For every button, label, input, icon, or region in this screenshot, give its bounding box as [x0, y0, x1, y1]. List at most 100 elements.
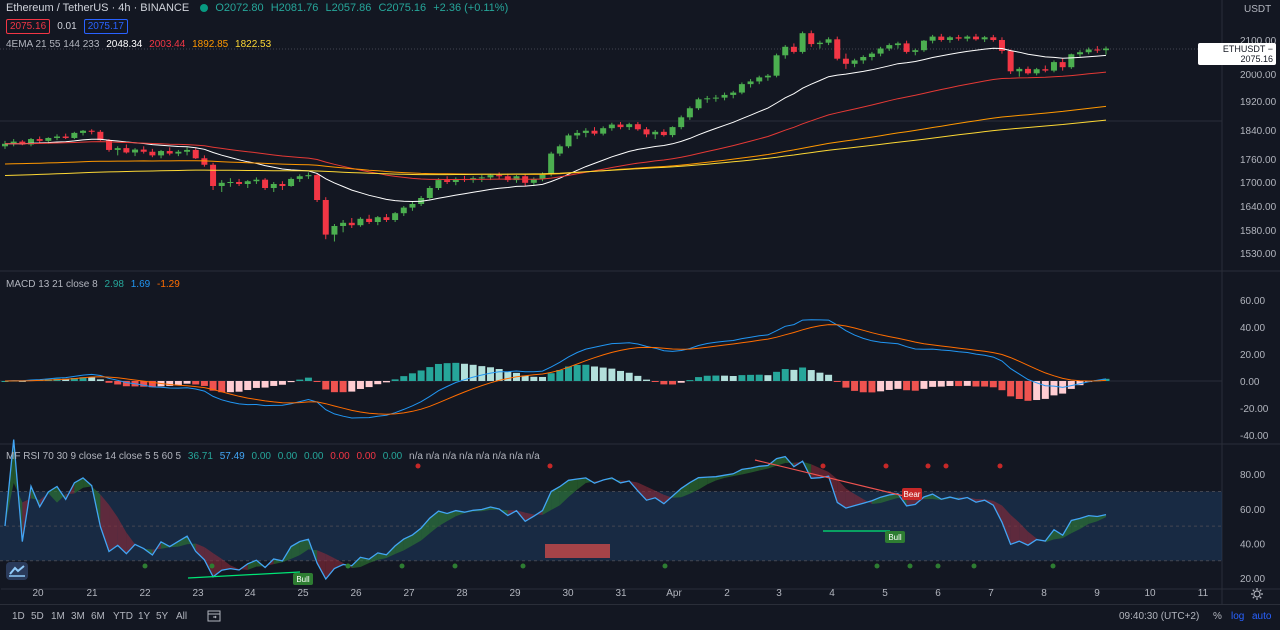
rsi-cloud — [126, 532, 136, 554]
macd-histogram-bar — [62, 378, 70, 381]
price-tick-label: 2100.00 — [1240, 36, 1277, 47]
candle-body — [582, 130, 589, 133]
rsi-cloud — [1010, 514, 1020, 545]
symbol-legend[interactable]: Ethereum / TetherUS · 4h · BINANCE O2072… — [6, 2, 512, 14]
candle-body — [54, 136, 61, 138]
rsi-cloud — [845, 488, 855, 509]
auto-toggle[interactable]: auto — [1252, 611, 1272, 622]
goto-date-icon[interactable] — [207, 610, 221, 625]
price-tick-label: 1920.00 — [1240, 97, 1277, 108]
candle-body — [990, 37, 997, 40]
range-ytd-button[interactable]: YTD — [113, 611, 133, 622]
macd-histogram-bar — [478, 366, 486, 381]
bid-price[interactable]: 2075.16 — [6, 19, 51, 34]
macd-histogram-bar — [1067, 381, 1075, 389]
price-tick-label: 2000.00 — [1240, 70, 1277, 81]
currency-label[interactable]: USDT — [1244, 4, 1275, 15]
time-tick-label: 3 — [776, 588, 782, 599]
range-5y-button[interactable]: 5Y — [156, 611, 169, 622]
rsi-cloud — [854, 493, 864, 506]
range-all-button[interactable]: All — [176, 611, 188, 622]
candle-body — [530, 178, 537, 183]
oversold-dot — [345, 563, 351, 569]
candle-body — [877, 48, 884, 54]
macd-histogram-bar — [140, 381, 148, 387]
macd-histogram-bar — [469, 364, 477, 381]
macd-histogram-bar — [729, 375, 737, 381]
candle-body — [539, 174, 546, 179]
range-3m-button[interactable]: 3M — [71, 611, 85, 622]
candle-body — [45, 137, 52, 141]
macd-signal-line — [4, 324, 1107, 415]
mf-rsi-pane[interactable]: Bull Bull Bear — [0, 439, 1222, 585]
time-tick-label: 30 — [562, 588, 574, 599]
candle-body — [886, 45, 893, 49]
range-1y-button[interactable]: 1Y — [138, 611, 151, 622]
macd-histogram-bar — [200, 381, 208, 386]
mfrsi-legend[interactable]: MF RSI 70 30 9 close 14 close 5 5 60 5 3… — [6, 451, 544, 462]
ask-price[interactable]: 2075.17 — [83, 19, 128, 34]
macd-histogram-bar — [582, 364, 590, 381]
ema-legend[interactable]: 4EMA 21 55 144 233 2048.34 2003.44 1892.… — [6, 39, 275, 50]
clock-timezone[interactable]: 09:40:30 (UTC+2) — [1119, 611, 1200, 622]
macd-histogram-bar — [842, 381, 850, 388]
candle-body — [738, 84, 745, 93]
candle-body — [556, 146, 563, 154]
bull-signal-label-text: Bull — [888, 533, 902, 542]
rsi-cloud — [1071, 518, 1080, 534]
candle-body — [799, 33, 806, 52]
ema-21-line — [4, 47, 1107, 203]
time-tick-label: 26 — [350, 588, 362, 599]
time-tick-label: 5 — [882, 588, 888, 599]
range-1d-button[interactable]: 1D — [12, 611, 25, 622]
macd-histogram-bar — [825, 374, 833, 381]
time-tick-label: 6 — [935, 588, 941, 599]
macd-histogram-bar — [261, 381, 269, 388]
candle-body — [383, 217, 390, 220]
ema-value-2: 2003.44 — [149, 39, 186, 50]
time-tick-label: 24 — [244, 588, 256, 599]
range-5d-button[interactable]: 5D — [31, 611, 44, 622]
range-1m-button[interactable]: 1M — [51, 611, 65, 622]
macd-histogram-bar — [452, 362, 460, 381]
rsi-cloud — [438, 511, 448, 527]
macd-histogram-bar — [859, 381, 867, 393]
macd-histogram-bar — [998, 381, 1006, 391]
macd-histogram-bar — [209, 381, 217, 391]
tradingview-logo[interactable] — [6, 562, 28, 580]
macd-legend[interactable]: MACD 13 21 close 8 2.98 1.69 -1.29 — [6, 279, 184, 290]
candle-body — [981, 37, 988, 40]
macd-histogram-bar — [304, 377, 312, 381]
rsi-cloud — [100, 494, 110, 552]
candle-body — [842, 58, 849, 64]
time-tick-label: 7 — [988, 588, 994, 599]
percent-toggle[interactable]: % — [1213, 611, 1222, 622]
macd-histogram-bar — [833, 381, 841, 382]
rsi-tick-label: 20.00 — [1240, 574, 1265, 585]
oversold-dot — [520, 563, 526, 569]
log-toggle[interactable]: log — [1231, 611, 1245, 622]
candle-body — [825, 39, 832, 43]
chart-settings-icon[interactable] — [1250, 587, 1264, 601]
macd-histogram-bar — [426, 367, 434, 381]
macd-pane[interactable] — [1, 319, 1110, 419]
candle-body — [695, 99, 702, 109]
candle-body — [132, 149, 139, 153]
macd-histogram-bar — [1041, 381, 1049, 399]
candle-body — [712, 97, 719, 99]
symbol-title[interactable]: Ethereum / TetherUS · 4h · BINANCE — [6, 2, 190, 14]
macd-histogram-bar — [391, 379, 399, 381]
macd-histogram-bar — [591, 366, 599, 381]
macd-histogram-bar — [538, 376, 546, 381]
rsi-cloud — [48, 486, 58, 503]
candle-body — [851, 60, 858, 64]
range-6m-button[interactable]: 6M — [91, 611, 105, 622]
mfrsi-value-7: 0.00 — [356, 451, 376, 462]
candle-body — [929, 36, 936, 41]
macd-histogram-bar — [105, 381, 113, 383]
price-pane[interactable] — [2, 30, 1109, 242]
oversold-dot — [452, 563, 458, 569]
overbought-dot — [925, 463, 931, 469]
candle-body — [860, 57, 867, 61]
